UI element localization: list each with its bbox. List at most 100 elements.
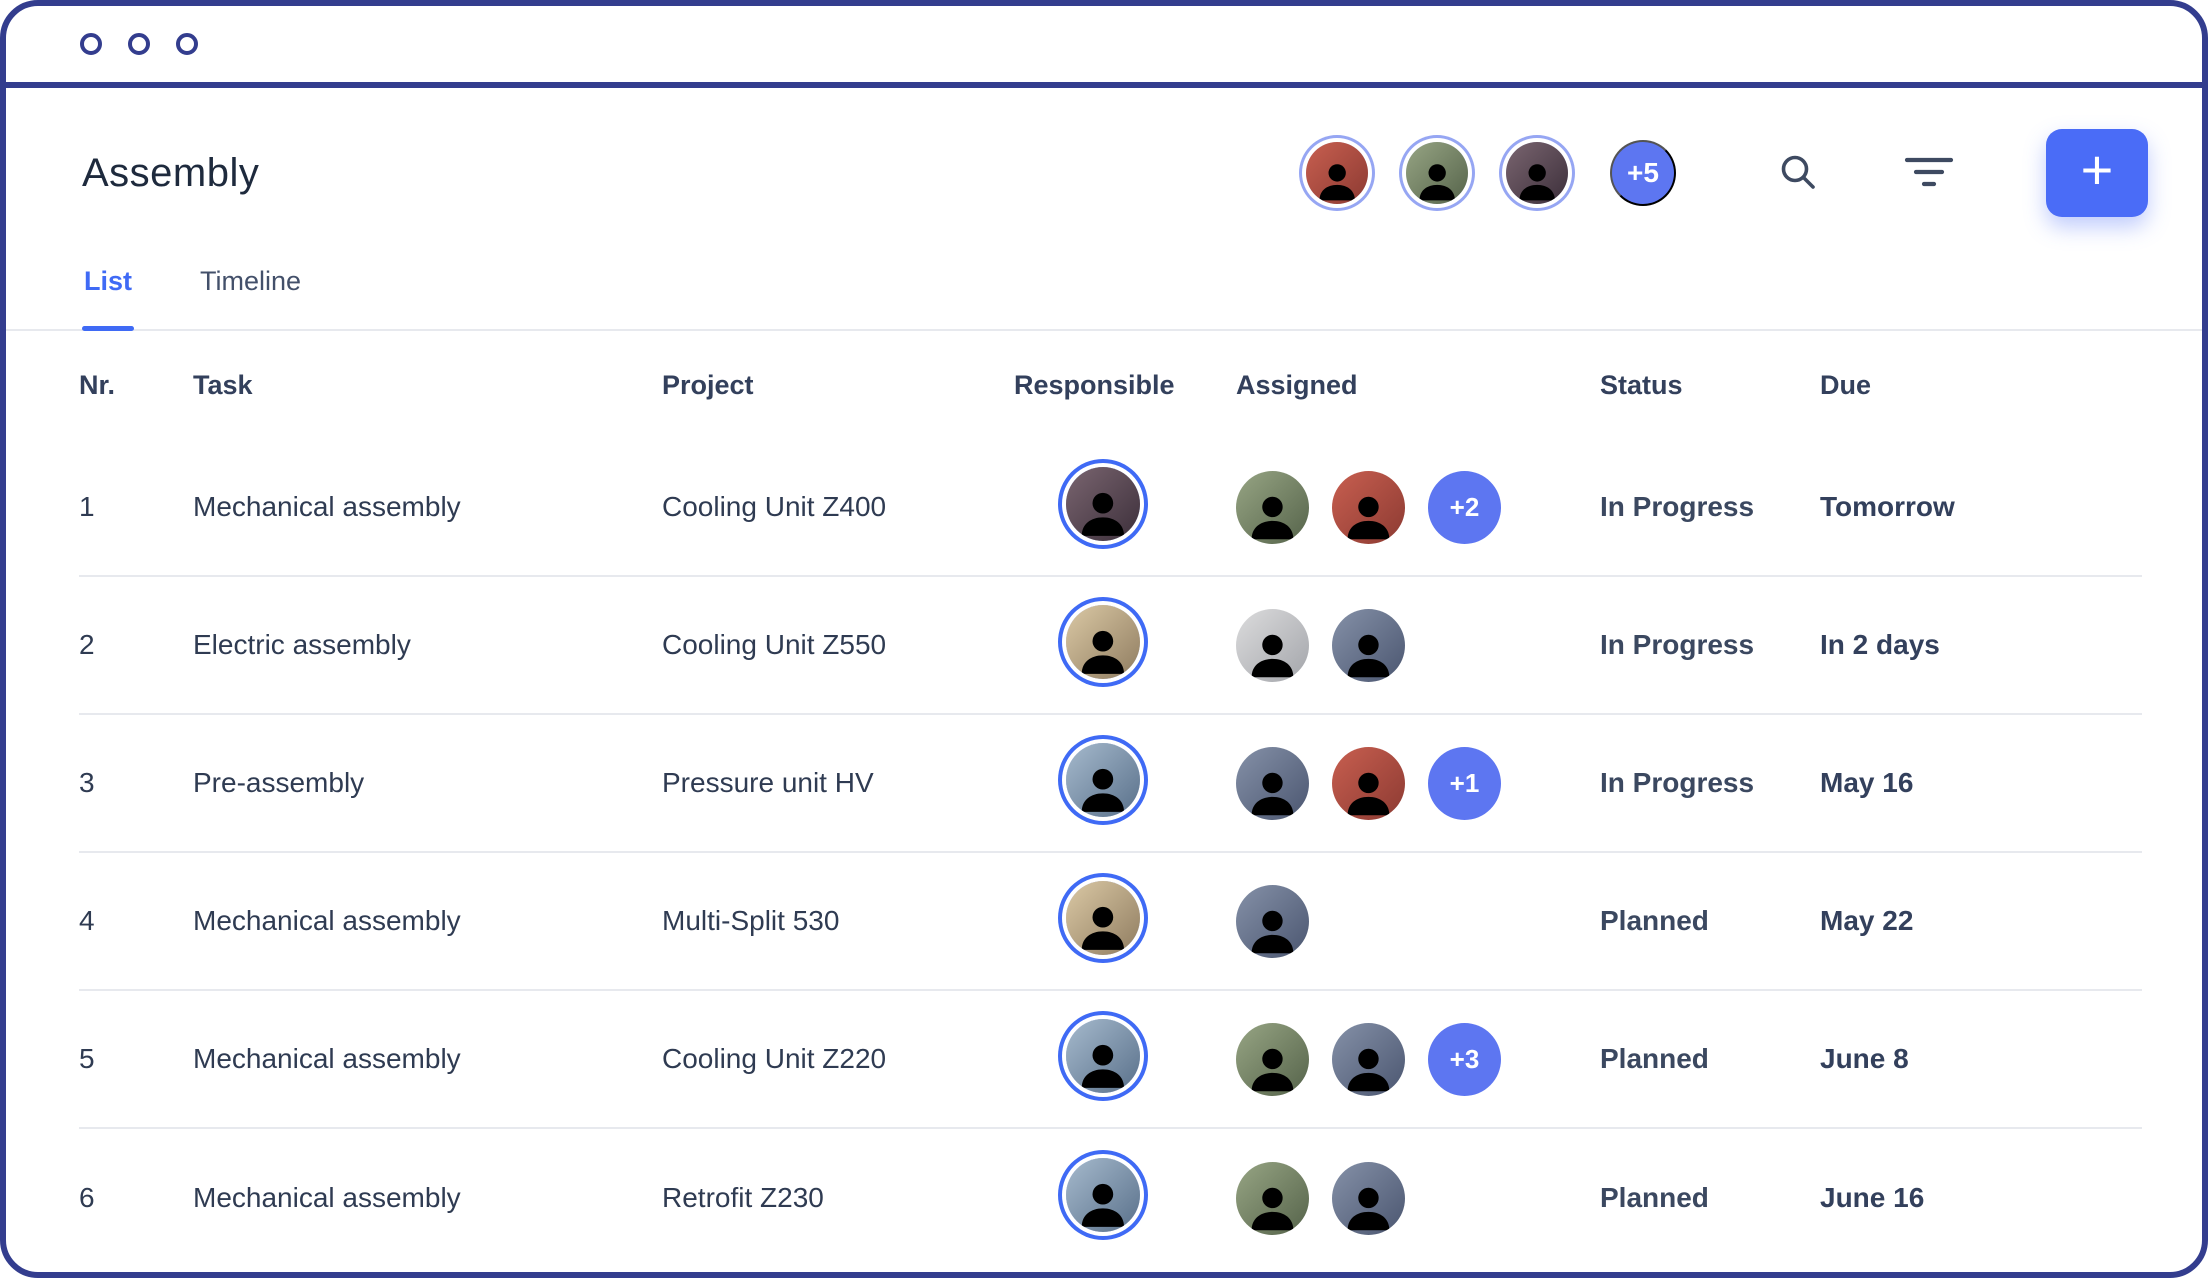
assignee-avatar <box>1236 608 1309 682</box>
window-controls <box>80 33 198 55</box>
responsible-cell <box>1014 1157 1236 1239</box>
window-control-minimize[interactable] <box>128 33 150 55</box>
table-row[interactable]: 1 Mechanical assembly Cooling Unit Z400 … <box>79 439 2142 577</box>
app-header: Assembly +5 <box>6 88 2202 217</box>
responsible-avatar <box>1066 1157 1140 1232</box>
assigned-cell: +3 <box>1236 1022 1600 1096</box>
assignee-overflow-badge[interactable]: +1 <box>1428 746 1501 820</box>
responsible-cell <box>1014 466 1236 548</box>
task-status: Planned <box>1600 1043 1709 1074</box>
assignee-avatar <box>1236 1161 1309 1235</box>
task-status: In Progress <box>1600 629 1755 660</box>
task-status: In Progress <box>1600 767 1755 798</box>
responsible-avatar <box>1066 1018 1140 1093</box>
responsible-avatar <box>1066 604 1140 679</box>
task-due: Tomorrow <box>1820 491 1955 522</box>
task-table: Nr. Task Project Responsible Assigned St… <box>6 331 2202 1267</box>
assignee-avatar <box>1236 884 1309 958</box>
team-overflow-badge[interactable]: +5 <box>1610 140 1676 206</box>
responsible-cell <box>1014 604 1236 686</box>
window-control-maximize[interactable] <box>176 33 198 55</box>
task-nr: 6 <box>79 1182 95 1213</box>
view-tabs: List Timeline <box>6 266 2202 331</box>
responsible-cell <box>1014 742 1236 824</box>
task-due: June 8 <box>1820 1043 1909 1074</box>
assignee-overflow-badge[interactable]: +3 <box>1428 1022 1501 1096</box>
assigned-cell <box>1236 1161 1600 1235</box>
table-row[interactable]: 5 Mechanical assembly Cooling Unit Z220 … <box>79 991 2142 1129</box>
task-project: Retrofit Z230 <box>662 1182 824 1213</box>
table-row[interactable]: 2 Electric assembly Cooling Unit Z550 In… <box>79 577 2142 715</box>
assigned-cell: +1 <box>1236 746 1600 820</box>
team-member-avatar <box>1406 142 1468 204</box>
assignee-avatar <box>1332 1161 1405 1235</box>
filter-icon <box>1904 154 1954 193</box>
tab-timeline[interactable]: Timeline <box>198 266 303 329</box>
task-nr: 2 <box>79 629 95 660</box>
table-row[interactable]: 3 Pre-assembly Pressure unit HV +1 In Pr… <box>79 715 2142 853</box>
search-icon <box>1776 150 1820 197</box>
task-status: Planned <box>1600 1182 1709 1213</box>
task-status: Planned <box>1600 905 1709 936</box>
page-title: Assembly <box>82 150 260 195</box>
task-status: In Progress <box>1600 491 1755 522</box>
assignee-overflow-badge[interactable]: +2 <box>1428 470 1501 544</box>
task-project: Cooling Unit Z220 <box>662 1043 887 1074</box>
task-nr: 4 <box>79 905 95 936</box>
plus-icon: + <box>2080 138 2114 201</box>
task-due: In 2 days <box>1820 629 1940 660</box>
table-header-row: Nr. Task Project Responsible Assigned St… <box>79 331 2142 439</box>
assignee-avatar <box>1332 608 1405 682</box>
column-header-assigned: Assigned <box>1236 369 1358 400</box>
column-header-task: Task <box>193 369 253 400</box>
responsible-avatar <box>1066 880 1140 955</box>
task-name: Mechanical assembly <box>193 1043 461 1074</box>
filter-button[interactable] <box>1904 154 1954 193</box>
header-actions: +5 + <box>1306 129 2148 217</box>
task-due: May 22 <box>1820 905 1914 936</box>
task-nr: 1 <box>79 491 95 522</box>
assignee-avatar <box>1236 1022 1309 1096</box>
responsible-cell <box>1014 1018 1236 1100</box>
task-project: Pressure unit HV <box>662 767 874 798</box>
table-row[interactable]: 6 Mechanical assembly Retrofit Z230 Plan… <box>79 1129 2142 1267</box>
responsible-cell <box>1014 880 1236 962</box>
assignee-avatar <box>1332 1022 1405 1096</box>
assignee-avatar <box>1236 470 1309 544</box>
task-name: Mechanical assembly <box>193 905 461 936</box>
assigned-cell <box>1236 608 1600 682</box>
task-nr: 3 <box>79 767 95 798</box>
window-titlebar <box>6 6 2202 88</box>
task-due: June 16 <box>1820 1182 1925 1213</box>
column-header-responsible: Responsible <box>1014 369 1175 400</box>
responsible-avatar <box>1066 466 1140 541</box>
team-avatar-stack <box>1306 142 1568 204</box>
task-name: Pre-assembly <box>193 767 365 798</box>
search-button[interactable] <box>1776 150 1820 197</box>
table-row[interactable]: 4 Mechanical assembly Multi-Split 530 Pl… <box>79 853 2142 991</box>
task-project: Multi-Split 530 <box>662 905 840 936</box>
column-header-project: Project <box>662 369 754 400</box>
assignee-avatar <box>1332 470 1405 544</box>
assignee-avatar <box>1332 746 1405 820</box>
team-member-avatar <box>1306 142 1368 204</box>
task-name: Electric assembly <box>193 629 411 660</box>
window-control-close[interactable] <box>80 33 102 55</box>
column-header-nr: Nr. <box>79 369 116 400</box>
task-nr: 5 <box>79 1043 95 1074</box>
team-member-avatar <box>1506 142 1568 204</box>
task-due: May 16 <box>1820 767 1914 798</box>
assignee-avatar <box>1236 746 1309 820</box>
task-name: Mechanical assembly <box>193 491 461 522</box>
assigned-cell <box>1236 884 1600 958</box>
column-header-due: Due <box>1820 369 1872 400</box>
add-task-button[interactable]: + <box>2046 129 2148 217</box>
task-name: Mechanical assembly <box>193 1182 461 1213</box>
responsible-avatar <box>1066 742 1140 817</box>
assigned-cell: +2 <box>1236 470 1600 544</box>
tab-list[interactable]: List <box>82 266 135 331</box>
task-project: Cooling Unit Z400 <box>662 491 887 522</box>
task-project: Cooling Unit Z550 <box>662 629 887 660</box>
column-header-status: Status <box>1600 369 1683 400</box>
